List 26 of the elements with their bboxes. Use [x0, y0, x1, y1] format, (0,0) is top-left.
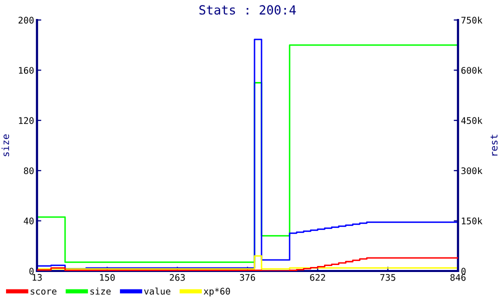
x-tick-label: 846: [450, 274, 466, 281]
x-tick-label: 150: [100, 274, 115, 281]
x-tick-label: 622: [310, 274, 326, 281]
x-tick-label: 735: [380, 274, 396, 281]
x-tick-label: 13: [32, 274, 42, 281]
y2-tick-label: 150k: [462, 217, 482, 224]
y-tick-label: 200: [18, 16, 34, 24]
x-tick-label: 263: [170, 274, 185, 281]
legend-label: xp*60: [204, 288, 230, 296]
y-axis-title: size: [2, 134, 10, 156]
y2-tick-label: 0: [461, 268, 466, 275]
y2-axis-title: rest: [490, 134, 498, 156]
y2-tick-label: 600k: [461, 66, 482, 74]
legend-label: value: [144, 288, 170, 295]
legend-label: size: [90, 288, 111, 295]
legend-label: score: [30, 289, 56, 295]
x-tick-label: 376: [240, 274, 256, 281]
y-tick-label: 40: [24, 218, 34, 224]
y-tick-label: 120: [19, 117, 34, 124]
y2-tick-label: 750k: [461, 16, 482, 24]
y-tick-label: 80: [24, 167, 34, 174]
y2-tick-label: 450k: [461, 116, 482, 124]
y2-tick-label: 300k: [461, 167, 482, 174]
y-tick-label: 0: [29, 268, 34, 275]
y-tick-label: 160: [19, 66, 34, 74]
chart-title: Stats : 200:4: [199, 5, 296, 15]
